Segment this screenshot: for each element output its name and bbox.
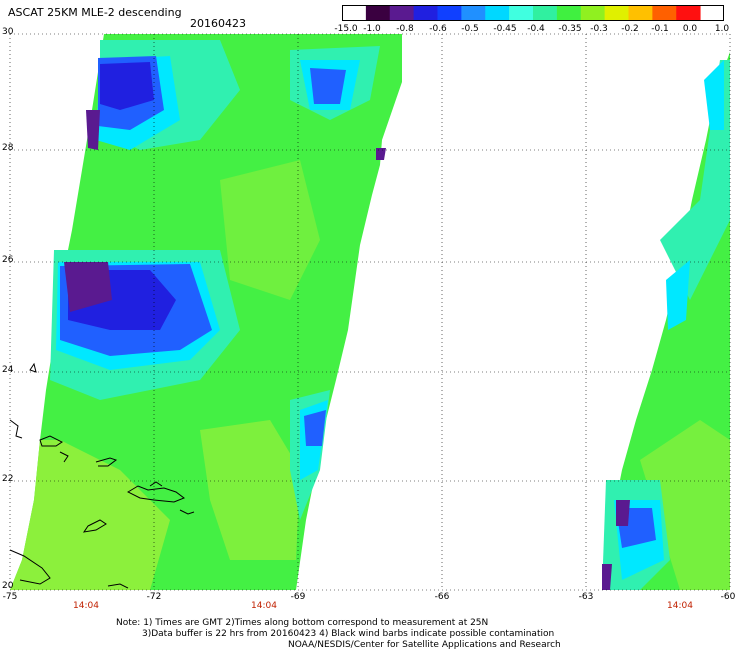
- patch-purple: [86, 110, 100, 150]
- colorbar-segment: [437, 6, 462, 20]
- lat-label: 26: [2, 255, 14, 265]
- coastline: [39, 435, 63, 447]
- colorbar-segment: [533, 6, 558, 20]
- colorbar-segment: [485, 6, 510, 20]
- colorbar-ticks: -15.0 -1.0 -0.8 -0.6 -0.5 -0.45 -0.4 -0.…: [330, 24, 740, 36]
- time-label: 14:04: [73, 601, 99, 611]
- patch-light-green: [200, 420, 300, 560]
- patch-aqua: [704, 60, 724, 130]
- patch-light-green: [220, 160, 320, 300]
- colorbar-tick-label: 0.0: [682, 24, 698, 34]
- colorbar: [342, 5, 724, 21]
- coastline: [9, 549, 51, 585]
- colorbar-tick-label: -0.2: [621, 24, 639, 34]
- coastlines: [9, 362, 195, 589]
- colorbar-tick-label: -0.3: [590, 24, 608, 34]
- colorbar-segment: [365, 6, 391, 20]
- lat-label: 22: [2, 474, 14, 484]
- product-date: 20160423: [190, 17, 246, 30]
- lon-label: -63: [578, 592, 594, 602]
- time-label: 14:04: [251, 601, 277, 611]
- lat-label: 30: [2, 27, 14, 37]
- lon-label: -60: [720, 592, 736, 602]
- lat-label: 20: [2, 581, 14, 591]
- note-line-1: Note: 1) Times are GMT 2)Times along bot…: [116, 618, 489, 628]
- colorbar-segment: [604, 6, 629, 20]
- coastline: [107, 583, 129, 589]
- note-line-2: 3)Data buffer is 22 hrs from 20160423 4)…: [142, 629, 555, 639]
- coastline: [29, 362, 37, 373]
- colorbar-tick-label: -0.35: [558, 24, 582, 34]
- coastline: [82, 519, 107, 533]
- lon-label: -66: [434, 592, 450, 602]
- colorbar-segment: [389, 6, 415, 20]
- colorbar-segment: [580, 6, 606, 20]
- lon-label: -69: [290, 592, 306, 602]
- colorbar-tick-label: -15.0: [334, 24, 358, 34]
- colorbar-tick-label: -0.8: [396, 24, 414, 34]
- coastline: [9, 419, 23, 439]
- patch-purple: [616, 500, 630, 526]
- data-patches: [10, 40, 730, 590]
- coastline: [179, 509, 195, 515]
- colorbar-segment: [676, 6, 701, 20]
- colorbar-segment: [652, 6, 677, 20]
- colorbar-segment: [413, 6, 438, 20]
- coastline: [95, 457, 118, 467]
- patch-deep-blue: [100, 62, 154, 110]
- product-title: ASCAT 25KM MLE-2 descending: [8, 6, 182, 19]
- patch-purple: [64, 262, 112, 312]
- patch-light-green: [10, 440, 170, 590]
- lon-label: -75: [2, 592, 18, 602]
- colorbar-segment: [628, 6, 653, 20]
- lat-label: 28: [2, 143, 14, 153]
- patch-light-green: [640, 420, 730, 590]
- colorbar-tick-label: -0.6: [429, 24, 447, 34]
- coastline: [59, 451, 69, 463]
- patch-blue: [310, 68, 346, 104]
- patch-aqua: [666, 260, 690, 330]
- colorbar-tick-label: 1.0: [714, 24, 730, 34]
- colorbar-segment: [461, 6, 486, 20]
- coastline: [149, 481, 163, 487]
- colorbar-tick-label: -0.1: [651, 24, 669, 34]
- colorbar-segment: [509, 6, 534, 20]
- patch-purple: [376, 148, 386, 160]
- patch-blue: [304, 410, 326, 446]
- colorbar-segment: [556, 6, 582, 20]
- colorbar-tick-label: -0.45: [493, 24, 517, 34]
- colorbar-tick-label: -1.0: [363, 24, 381, 34]
- lat-label: 24: [2, 365, 14, 375]
- patch-purple: [602, 564, 612, 590]
- colorbar-tick-label: -0.4: [527, 24, 545, 34]
- colorbar-tick-label: -0.5: [461, 24, 479, 34]
- note-line-3: NOAA/NESDIS/Center for Satellite Applica…: [288, 640, 561, 650]
- lon-label: -72: [146, 592, 162, 602]
- map-grid: [9, 33, 731, 591]
- time-label: 14:04: [667, 601, 693, 611]
- coastline: [126, 485, 186, 503]
